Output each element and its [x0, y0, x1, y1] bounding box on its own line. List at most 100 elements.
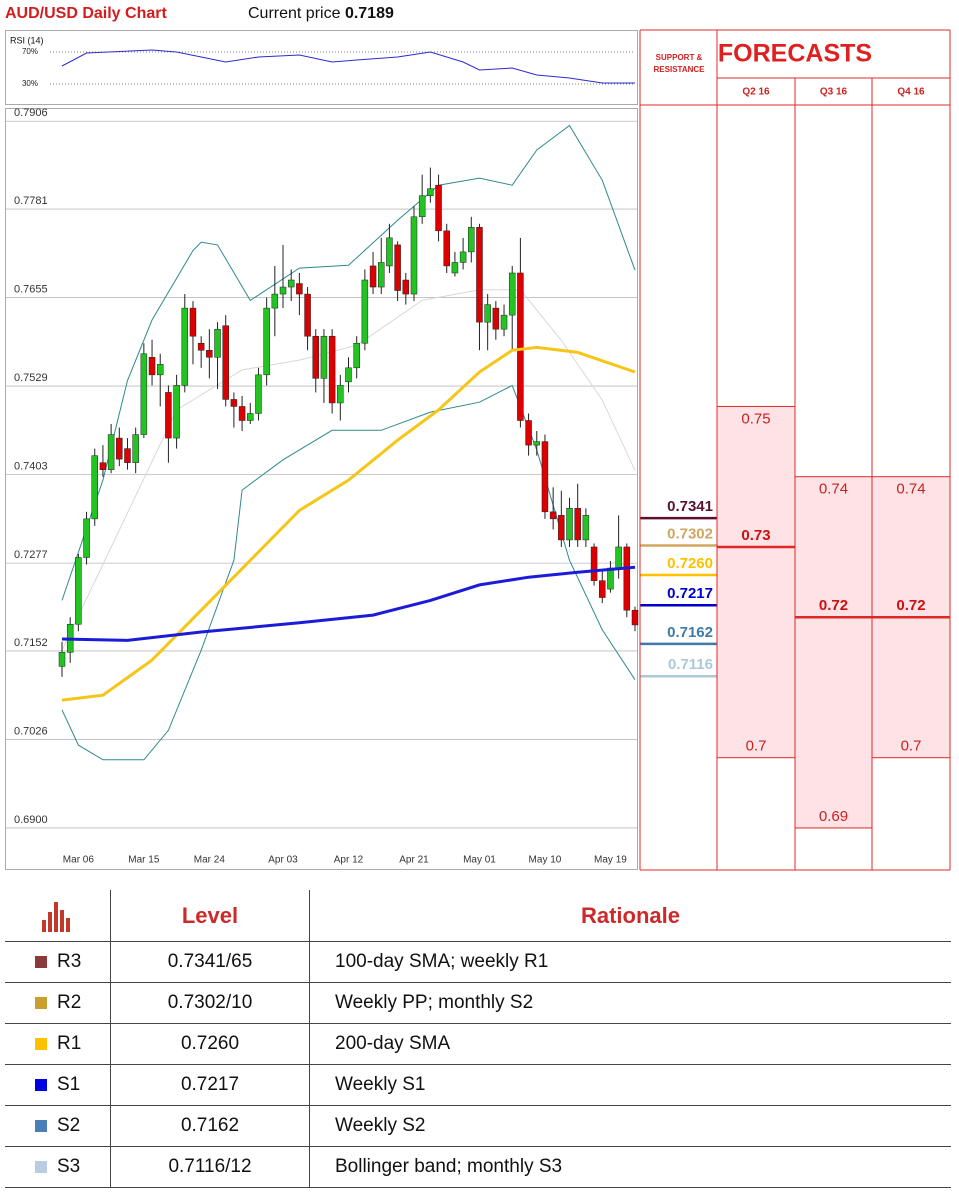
candle-body: [271, 293, 279, 309]
candle-body: [181, 307, 189, 386]
candle-body: [296, 283, 303, 295]
candle-body: [197, 342, 205, 351]
candle-body: [287, 279, 295, 288]
table-icon-cell: [5, 890, 111, 942]
level-name: S1: [57, 1074, 81, 1095]
candle-body: [214, 328, 221, 358]
forecast-quarter: Q2 16: [742, 87, 770, 98]
candle-body: [328, 335, 336, 404]
color-swatch: [35, 996, 47, 1009]
level-value: 0.7341/65: [110, 941, 310, 983]
y-tick-label: 0.6900: [14, 814, 48, 826]
level-rationale: Weekly S2: [309, 1105, 951, 1147]
candle-body: [631, 609, 639, 626]
level-rationale: Bollinger band; monthly S3: [309, 1146, 951, 1188]
candle-body: [247, 413, 254, 421]
forecast-range: [716, 405, 796, 759]
sr-label: 0.7302: [667, 526, 713, 543]
level-name-cell: S2: [5, 1105, 111, 1147]
candle-body: [230, 399, 238, 407]
candle-body: [476, 227, 483, 323]
candle-body: [574, 508, 581, 541]
line: [61, 124, 636, 601]
candle-body: [558, 515, 565, 541]
forecasts-title: FORECASTS: [718, 40, 872, 68]
forecast-quarter: Q4 16: [897, 87, 925, 98]
rsi-title: RSI (14): [10, 35, 44, 45]
line: [61, 49, 635, 84]
candle-body: [623, 546, 631, 611]
candle-body: [148, 357, 156, 376]
candle-body: [418, 195, 426, 218]
y-tick-label: 0.7655: [14, 283, 48, 295]
candle-body: [140, 353, 148, 435]
line: [61, 289, 636, 651]
table-header-cell: Rationale: [309, 890, 951, 942]
y-tick-label: 0.7906: [14, 107, 48, 119]
y-tick-label: 0.7781: [14, 195, 48, 207]
level-name: S3: [57, 1156, 81, 1177]
candle-body: [156, 364, 164, 376]
sr-label: 0.7260: [667, 555, 713, 572]
y-tick-label: 0.7152: [14, 637, 48, 649]
level-name: R1: [57, 1033, 82, 1054]
candle-body: [459, 251, 467, 263]
candle-body: [541, 441, 549, 513]
level-name: S2: [57, 1115, 81, 1136]
candle-body: [468, 227, 475, 253]
candle-body: [124, 448, 131, 463]
candle-body: [173, 385, 180, 439]
color-swatch: [35, 1037, 47, 1050]
candle-body: [549, 511, 557, 520]
forecast-quarter: Q3 16: [820, 87, 848, 98]
candle-body: [369, 265, 377, 288]
main-frame: [5, 108, 638, 870]
table-row: R1 0.7260 200-day SMA: [5, 1023, 951, 1065]
x-tick-label: Mar 15: [128, 855, 160, 866]
candle-body: [238, 406, 246, 421]
candle-body: [533, 441, 541, 446]
price-label: Current price: [248, 5, 341, 22]
forecast-high-label: 0.74: [819, 481, 848, 498]
level-value: 0.7217: [110, 1064, 310, 1106]
table-header-cell: Level: [110, 890, 310, 942]
sr-title: SUPPORT & RESISTANCE: [653, 53, 705, 74]
rsi-frame: [5, 30, 638, 105]
candle-body: [599, 580, 606, 598]
level-rationale: 100-day SMA; weekly R1: [309, 941, 951, 983]
candle-body: [304, 293, 311, 337]
candle-body: [615, 546, 622, 569]
level-value: 0.7302/10: [110, 982, 310, 1024]
candle-body: [500, 314, 508, 330]
candle-body: [58, 652, 66, 667]
forecast-range: [794, 476, 873, 829]
candle-body: [402, 279, 410, 295]
levels-table: Level Rationale R3 0.7341/65 100-day SMA; …: [5, 890, 951, 1188]
forecast-low-label: 0.7: [901, 738, 922, 755]
price-value: 0.7189: [345, 5, 394, 22]
candle-body: [91, 455, 98, 520]
forecast-mid-label: 0.73: [741, 527, 770, 544]
level-value: 0.7260: [110, 1023, 310, 1065]
candle-body: [443, 230, 450, 267]
candle-body: [206, 350, 213, 358]
level-value: 0.7116/12: [110, 1146, 310, 1188]
line: [61, 345, 636, 702]
candle-body: [435, 184, 442, 232]
color-swatch: [35, 955, 47, 968]
y-tick-label: 70%: [22, 47, 38, 56]
line: [61, 565, 636, 642]
candle-body: [484, 304, 491, 323]
candle-body: [99, 462, 107, 470]
candle-body: [607, 567, 614, 590]
forecast-mid-label: 0.72: [896, 597, 925, 614]
candle-body: [451, 262, 459, 274]
table-row: R3 0.7341/65 100-day SMA; weekly R1: [5, 941, 951, 983]
candle-body: [525, 420, 532, 446]
color-swatch: [35, 1119, 47, 1132]
candle-body: [427, 188, 434, 196]
y-tick-label: 0.7529: [14, 372, 48, 384]
candle-body: [337, 385, 344, 404]
forecast-high-label: 0.75: [741, 410, 770, 427]
